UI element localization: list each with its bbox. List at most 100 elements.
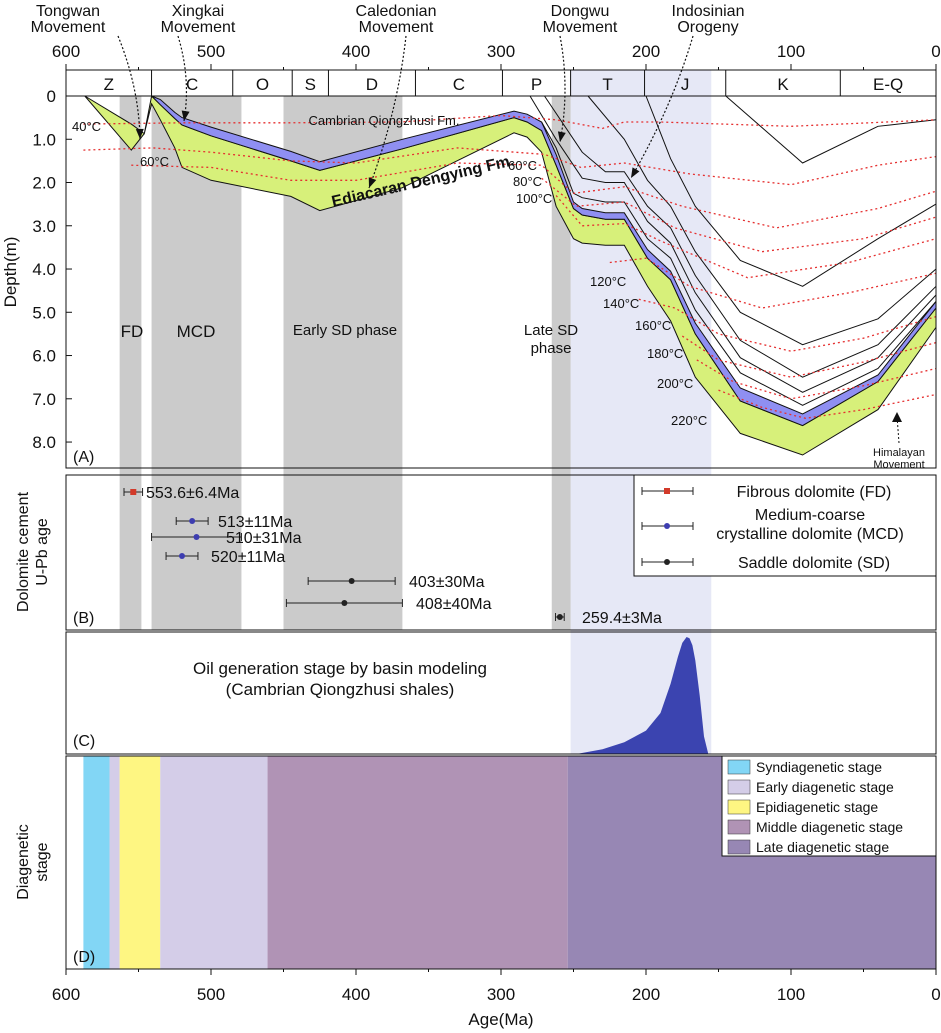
- oil-generation-curve: [576, 637, 709, 754]
- movement-label: Indosinian Orogeny: [672, 3, 745, 36]
- oil-generation-title: Oil generation stage by basin modeling (C…: [193, 659, 487, 699]
- movement-arrowhead: [135, 128, 144, 139]
- legend-swatch: [727, 799, 751, 815]
- himalayan-movement-label: Himalayan Movement: [873, 447, 925, 471]
- panel-c-frame: [65, 631, 937, 755]
- temperature-label: 60°C: [140, 154, 169, 169]
- age-label: 403±30Ma: [409, 574, 485, 591]
- bottom-tick-label: 600: [52, 985, 80, 1004]
- bottom-tick-label: 300: [487, 985, 515, 1004]
- panel-d-label: (D): [73, 949, 95, 966]
- panel-a-frame: [65, 95, 937, 469]
- panel-c-label: (C): [73, 733, 95, 750]
- period-label: Z: [104, 75, 114, 94]
- axes-frame-layer: Z C O S D C P T J K E-Q 600 500 400 300 200 100 0 0 1.0 2.0 3…: [1, 42, 941, 1029]
- isotherm-0: [83, 114, 937, 130]
- movement-label: Dongwu Movement: [543, 3, 618, 36]
- legend-marker: [664, 523, 670, 529]
- legend-swatch: [727, 819, 751, 835]
- legend-text: Saddle dolomite (SD): [738, 555, 890, 572]
- mcd-point: [193, 534, 200, 540]
- movement-arrow: [630, 35, 694, 179]
- period-label: E-Q: [873, 75, 903, 94]
- period-label: K: [777, 75, 789, 94]
- legend-text: Late diagenetic stage: [756, 839, 889, 855]
- mcd-point: [189, 518, 196, 524]
- isotherm-7: [681, 335, 937, 378]
- isotherm-2: [131, 162, 937, 229]
- panel-d-diagenetic-stage: Syndiagenetic stage Early diagenetic stag…: [83, 755, 937, 969]
- bottom-tick-label: 0: [931, 985, 940, 1004]
- depth-axis-label: Depth(m): [1, 237, 20, 308]
- legend-swatch: [727, 779, 751, 795]
- movement-arrow: [368, 35, 407, 189]
- sd-point: [556, 614, 563, 620]
- movement-arrow: [559, 35, 566, 143]
- top-tick-label: 300: [487, 42, 515, 61]
- phase-band-0: [119, 96, 142, 630]
- legend-swatch: [727, 839, 751, 855]
- age-label: 510±31Ma: [226, 530, 302, 547]
- panel-b-label: (B): [73, 610, 94, 627]
- top-tick-label: 200: [632, 42, 660, 61]
- temperature-label: 120°C: [590, 274, 626, 289]
- burial-line-2: [544, 95, 937, 378]
- movement-label: Xingkai Movement: [161, 3, 236, 36]
- depth-tick-label: 0: [47, 87, 56, 106]
- period-label: P: [531, 75, 542, 94]
- top-tick-label: 0: [931, 42, 940, 61]
- stage-band-3: [160, 756, 268, 969]
- movement-label: Caledonian Movement: [356, 3, 437, 36]
- period-label: T: [602, 75, 612, 94]
- period-label: S: [305, 75, 316, 94]
- panel-d-legend: [721, 755, 937, 857]
- panel-c-oil-generation: [576, 637, 709, 754]
- movement-label: Tongwan Movement: [31, 3, 106, 36]
- legend-swatch: [727, 759, 751, 775]
- isotherm-6: [638, 298, 937, 352]
- sd-point: [348, 578, 355, 584]
- temperature-label: 40°C: [72, 119, 101, 134]
- mcd-point: [179, 553, 185, 559]
- temperature-label: 160°C: [635, 318, 671, 333]
- isotherm-8: [696, 359, 937, 400]
- dolomite-age-axis-label: Dolomite cement U-Pb age: [15, 491, 51, 612]
- depth-tick-label: 6.0: [32, 347, 56, 366]
- period-label: D: [366, 75, 378, 94]
- temperature-label: 80°C: [513, 174, 542, 189]
- phase-band-3: [551, 96, 571, 630]
- period-label: C: [186, 75, 198, 94]
- stage-band-2: [119, 756, 161, 969]
- phase-label-early-sd: Early SD phase: [293, 322, 397, 339]
- legend-text: Syndiagenetic stage: [756, 759, 882, 775]
- temperature-label: 220°C: [671, 413, 707, 428]
- legend-text: Epidiagenetic stage: [756, 799, 878, 815]
- depth-tick-label: 3.0: [32, 217, 56, 236]
- top-tick-label: 400: [342, 42, 370, 61]
- movement-arrowhead: [631, 167, 640, 178]
- panel-b-frame: [65, 474, 937, 631]
- isotherm-9: [718, 389, 937, 419]
- panel-a-burial-history: [83, 94, 937, 456]
- depth-tick-label: 5.0: [32, 303, 56, 322]
- depth-tick-label: 1.0: [32, 130, 56, 149]
- burial-line-3: [587, 95, 937, 346]
- period-label: J: [681, 75, 690, 94]
- bottom-tick-label: 200: [632, 985, 660, 1004]
- period-label: O: [256, 75, 269, 94]
- age-label: 513±11Ma: [218, 514, 292, 531]
- top-tick-label: 500: [197, 42, 225, 61]
- age-label: 520±11Ma: [211, 549, 285, 566]
- bottom-tick-label: 100: [777, 985, 805, 1004]
- legend-text: Middle diagenetic stage: [756, 819, 903, 835]
- burial-line-5: [725, 95, 937, 164]
- legend-marker: [664, 559, 670, 565]
- top-tick-label: 600: [52, 42, 80, 61]
- phase-label-mcd: MCD: [177, 322, 216, 341]
- legend-text: Fibrous dolomite (FD): [737, 484, 892, 501]
- stage-band-1: [109, 756, 120, 969]
- phase-label-fd: FD: [121, 322, 144, 341]
- himalayan-arrowhead: [892, 412, 902, 422]
- temperature-label: 60°C: [508, 158, 537, 173]
